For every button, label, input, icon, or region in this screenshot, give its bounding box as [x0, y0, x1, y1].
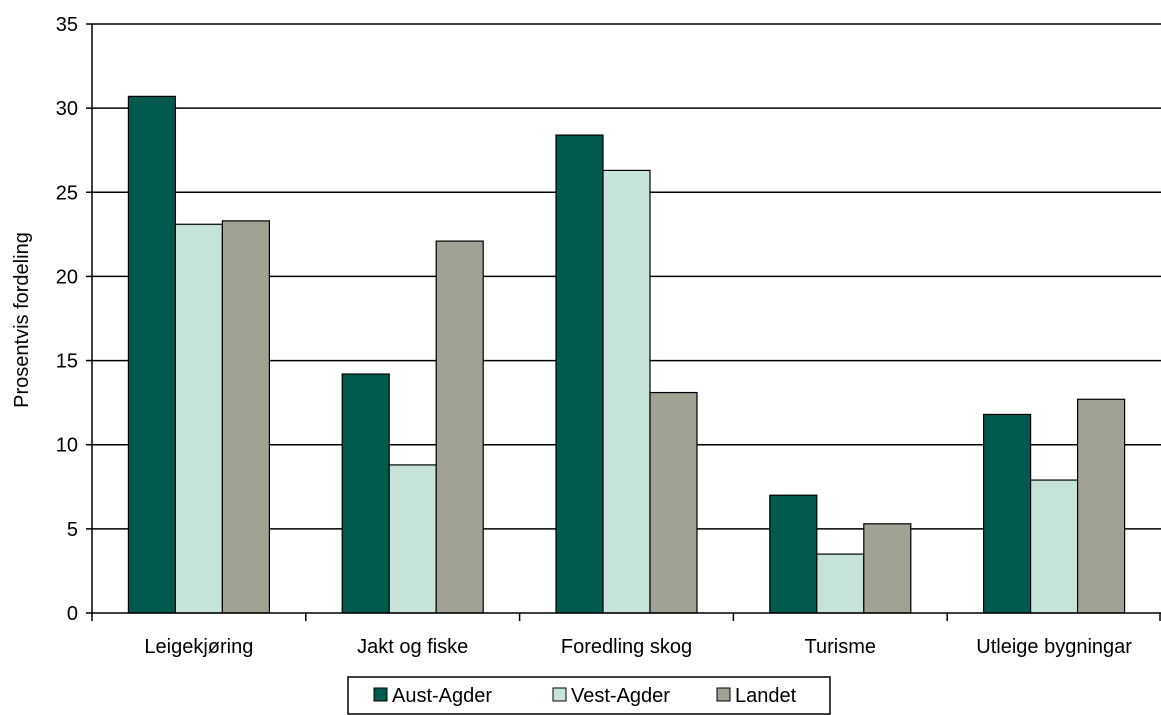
y-tick-label: 10 [56, 435, 78, 457]
legend-box [347, 676, 831, 715]
bar [435, 240, 484, 614]
x-tick-label: Leigekjøring [144, 636, 253, 658]
bar [1029, 479, 1079, 614]
bar [221, 220, 270, 614]
bar [341, 373, 390, 614]
bar [174, 223, 223, 614]
bar [649, 391, 698, 614]
legend: Aust-Agder Vest-Agder Landet [347, 676, 831, 715]
bar [863, 523, 912, 614]
bar [127, 95, 176, 614]
y-tick-label: 30 [56, 98, 78, 120]
legend-label: Aust-Agder [392, 685, 492, 707]
bar [1076, 398, 1126, 614]
y-tick-label: 25 [56, 182, 78, 204]
bar [769, 494, 818, 614]
bar [816, 553, 865, 614]
y-tick-label: 35 [56, 14, 78, 36]
x-tick-label: Foredling skog [561, 636, 692, 658]
y-tick-label: 15 [56, 351, 78, 373]
x-tick-label: Utleige bygningar [976, 636, 1132, 658]
axes [86, 23, 1161, 621]
bar [555, 134, 604, 614]
y-tick-label: 20 [56, 266, 78, 288]
legend-label: Landet [735, 685, 797, 707]
x-tick-labels: Leigekjøring Jakt og fiske Foredling skog T… [144, 636, 1132, 658]
bars [127, 95, 1126, 614]
x-tick-label: Turisme [805, 636, 876, 658]
y-tick-labels: 0 5 10 15 20 25 30 35 [56, 14, 78, 625]
legend-swatch [552, 687, 567, 702]
bar [982, 413, 1032, 614]
bar [602, 169, 651, 614]
legend-swatch [716, 687, 731, 702]
x-tick-label: Jakt og fiske [357, 636, 468, 658]
bar [388, 464, 437, 614]
legend-swatch [373, 687, 388, 702]
y-axis-title: Prosentvis fordeling [11, 232, 33, 408]
legend-label: Vest-Agder [571, 685, 670, 707]
y-tick-label: 5 [67, 519, 78, 541]
y-tick-label: 0 [67, 603, 78, 625]
